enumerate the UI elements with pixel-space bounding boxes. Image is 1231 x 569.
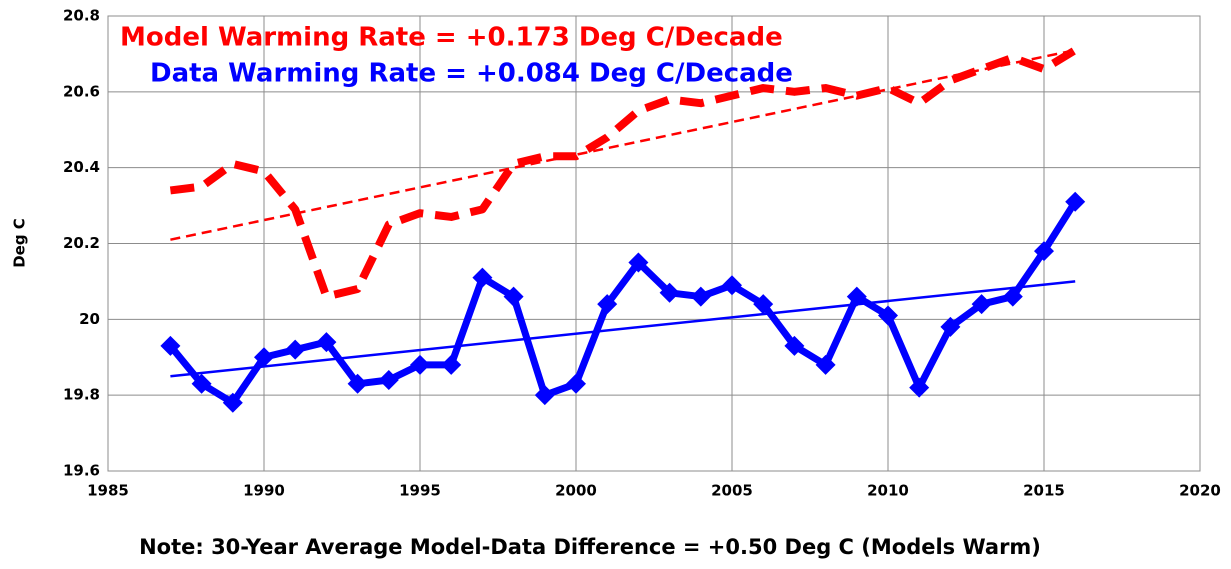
marker	[659, 282, 680, 303]
marker	[722, 275, 742, 296]
marker	[191, 373, 212, 394]
marker	[597, 294, 618, 315]
x-tick-label: 1990	[243, 482, 285, 500]
marker	[160, 335, 181, 356]
series-line	[169, 46, 1078, 301]
marker	[878, 305, 898, 326]
y-tick-label: 20.8	[63, 7, 100, 25]
y-tick-label: 19.8	[63, 386, 100, 404]
marker	[1065, 191, 1086, 212]
trend-line	[170, 280, 1076, 378]
y-tick-label: 20.2	[63, 234, 100, 252]
marker	[503, 286, 524, 307]
x-tick-label: 2010	[867, 482, 909, 500]
y-axis-label: Deg C	[11, 218, 29, 268]
x-tick-label: 1985	[87, 482, 129, 500]
marker	[347, 373, 368, 394]
marker	[254, 347, 274, 368]
x-tick-label: 2015	[1023, 482, 1065, 500]
x-tick-label: 2000	[555, 482, 597, 500]
marker	[909, 377, 930, 398]
marker	[534, 385, 555, 406]
marker	[316, 332, 337, 353]
y-tick-label: 20	[79, 310, 100, 328]
annotation: Data Warming Rate = +0.084 Deg C/Decade	[150, 59, 793, 89]
marker	[472, 267, 493, 288]
annotation: Model Warming Rate = +0.173 Deg C/Decade	[120, 23, 783, 53]
marker	[285, 339, 306, 360]
marker	[378, 370, 399, 390]
marker	[784, 335, 805, 356]
note: Note: 30-Year Average Model-Data Differe…	[139, 535, 1041, 559]
y-tick-label: 19.6	[63, 462, 100, 480]
marker	[410, 354, 430, 375]
marker	[566, 373, 586, 394]
plot-frame	[107, 15, 1201, 472]
y-tick-label: 20.6	[63, 82, 100, 100]
marker	[940, 316, 961, 337]
marker	[222, 392, 243, 413]
y-tick-label: 20.4	[63, 158, 100, 176]
marker	[753, 294, 774, 315]
marker	[628, 252, 649, 273]
x-tick-label: 1995	[399, 482, 441, 500]
series-line	[167, 199, 1079, 407]
marker	[815, 354, 836, 375]
marker	[1002, 286, 1023, 307]
marker	[846, 286, 867, 307]
x-tick-label: 2020	[1179, 482, 1221, 500]
x-tick-label: 2005	[711, 482, 753, 500]
marker	[971, 294, 992, 315]
marker	[1034, 241, 1054, 262]
trend-line	[170, 48, 1076, 241]
marker	[690, 286, 711, 307]
marker	[441, 354, 462, 375]
